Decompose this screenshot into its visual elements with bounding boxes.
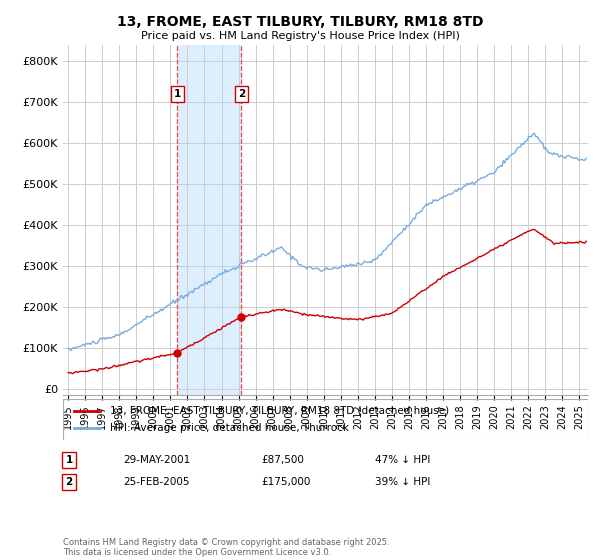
Bar xyxy=(178,45,241,395)
Text: £87,500: £87,500 xyxy=(261,455,304,465)
Text: 29-MAY-2001: 29-MAY-2001 xyxy=(123,455,190,465)
Text: 47% ↓ HPI: 47% ↓ HPI xyxy=(375,455,430,465)
Text: Price paid vs. HM Land Registry's House Price Index (HPI): Price paid vs. HM Land Registry's House … xyxy=(140,31,460,41)
Text: HPI: Average price, detached house, Thurrock: HPI: Average price, detached house, Thur… xyxy=(110,423,349,433)
Text: 2: 2 xyxy=(65,477,73,487)
Text: 13, FROME, EAST TILBURY, TILBURY, RM18 8TD: 13, FROME, EAST TILBURY, TILBURY, RM18 8… xyxy=(117,15,483,29)
Text: 13, FROME, EAST TILBURY, TILBURY, RM18 8TD (detached house): 13, FROME, EAST TILBURY, TILBURY, RM18 8… xyxy=(110,405,449,416)
Text: £175,000: £175,000 xyxy=(261,477,310,487)
Text: 1: 1 xyxy=(65,455,73,465)
Text: 2: 2 xyxy=(238,89,245,99)
Text: 39% ↓ HPI: 39% ↓ HPI xyxy=(375,477,430,487)
Text: 1: 1 xyxy=(174,89,181,99)
Text: Contains HM Land Registry data © Crown copyright and database right 2025.
This d: Contains HM Land Registry data © Crown c… xyxy=(63,538,389,557)
Text: 25-FEB-2005: 25-FEB-2005 xyxy=(123,477,190,487)
